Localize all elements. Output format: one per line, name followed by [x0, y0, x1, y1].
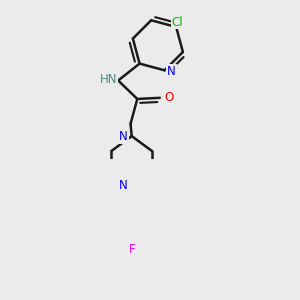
Text: N: N — [119, 130, 128, 142]
Text: O: O — [165, 91, 174, 104]
Text: N: N — [167, 65, 176, 78]
Text: Cl: Cl — [172, 16, 183, 28]
Text: HN: HN — [100, 73, 117, 86]
Text: N: N — [119, 179, 128, 192]
Text: F: F — [128, 243, 135, 256]
